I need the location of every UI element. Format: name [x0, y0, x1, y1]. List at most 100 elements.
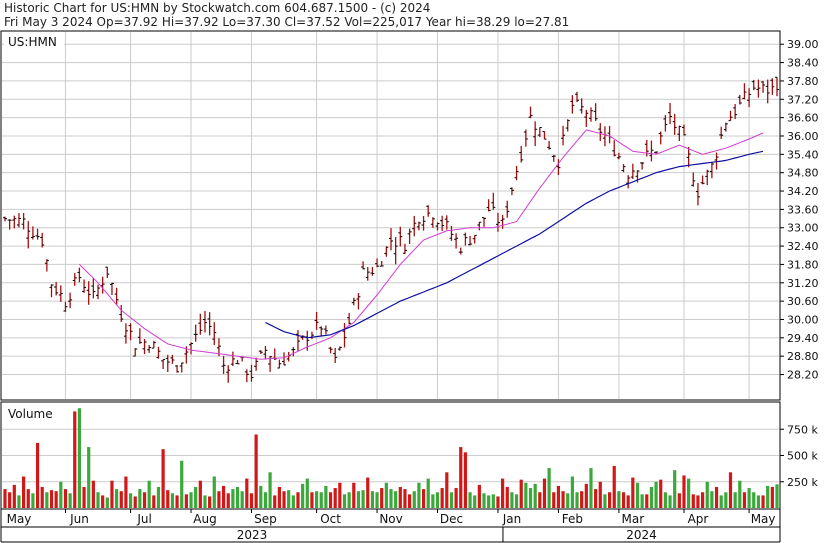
- volume-bar: [259, 485, 263, 508]
- volume-bar: [105, 497, 109, 508]
- volume-bar: [742, 492, 747, 508]
- price-tick-label: 31.80: [787, 258, 819, 271]
- volume-bar: [528, 488, 533, 508]
- volume-bar: [180, 460, 184, 508]
- volume-bar: [421, 489, 426, 508]
- chart-header-quote: Fri May 3 2024 Op=37.92 Hi=37.92 Lo=37.3…: [4, 15, 570, 29]
- volume-bar: [63, 489, 68, 508]
- volume-bar: [380, 488, 384, 508]
- volume-bar: [45, 492, 49, 508]
- volume-bar: [477, 484, 481, 508]
- month-label: Jul: [136, 512, 151, 526]
- volume-bar: [273, 495, 277, 508]
- volume-bar: [645, 494, 649, 508]
- volume-bar: [403, 489, 407, 508]
- volume-bar: [440, 488, 444, 508]
- volume-bar: [510, 492, 514, 508]
- volume-bar: [589, 468, 593, 508]
- price-tick-label: 29.40: [787, 332, 819, 345]
- volume-panel-title: Volume: [8, 407, 53, 421]
- volume-bar: [556, 485, 561, 508]
- volume-bar: [291, 495, 295, 508]
- volume-bar: [226, 493, 230, 508]
- volume-bar: [640, 494, 644, 508]
- month-label: Mar: [622, 512, 645, 526]
- volume-bar: [333, 488, 337, 508]
- volume-bar: [449, 492, 454, 508]
- month-label: Sep: [254, 512, 277, 526]
- volume-bar: [110, 480, 114, 508]
- volume-bar: [366, 477, 370, 508]
- price-tick-label: 28.20: [787, 369, 819, 382]
- volume-bar: [673, 470, 677, 508]
- volume-bar: [254, 434, 258, 508]
- volume-bar: [412, 491, 416, 508]
- volume-bar: [338, 482, 342, 508]
- volume-bar: [245, 478, 249, 508]
- chart-symbol-label: US:HMN: [8, 35, 57, 49]
- volume-tick-label: 500 k: [787, 450, 818, 463]
- price-tick-label: 36.00: [787, 130, 819, 143]
- volume-bar: [231, 489, 235, 508]
- volume-bar: [282, 491, 286, 508]
- month-label: Nov: [379, 512, 402, 526]
- month-label: Apr: [688, 512, 709, 526]
- volume-bar: [147, 480, 151, 508]
- price-panel-frame: [0, 30, 781, 401]
- volume-bar: [314, 491, 319, 508]
- price-tick-label: 37.80: [787, 75, 819, 88]
- volume-bar: [612, 466, 616, 508]
- volume-bar: [375, 492, 379, 508]
- volume-bar: [631, 477, 635, 508]
- volume-bar: [687, 478, 691, 508]
- volume-bar: [142, 492, 147, 508]
- price-tick-label: 34.20: [787, 185, 819, 198]
- volume-tick-label: 250 k: [787, 476, 818, 489]
- volume-bar: [133, 496, 137, 508]
- volume-bar: [575, 492, 579, 508]
- volume-bar: [547, 468, 551, 508]
- volume-bar: [724, 492, 728, 508]
- volume-bar: [54, 491, 58, 508]
- volume-bar: [87, 447, 91, 508]
- volume-bar: [235, 487, 240, 508]
- volume-bar: [454, 488, 458, 508]
- price-tick-label: 28.80: [787, 350, 819, 363]
- volume-bar: [473, 495, 477, 508]
- price-axis: 39.00 38.40 37.80 37.20 36.60 36.00 35.40 34.80…: [780, 38, 819, 382]
- volume-bar: [514, 494, 519, 508]
- volume-bar: [119, 491, 123, 508]
- price-tick-label: 30.60: [787, 295, 819, 308]
- volume-bar: [733, 492, 737, 508]
- volume-bar: [738, 480, 742, 508]
- price-tick-label: 30.00: [787, 313, 819, 326]
- volume-bar: [342, 494, 347, 508]
- volume-bar: [747, 488, 751, 508]
- price-tick-label: 31.20: [787, 277, 819, 290]
- volume-bar: [249, 493, 254, 508]
- volume-bars: [3, 408, 779, 508]
- price-tick-label: 37.20: [787, 93, 819, 106]
- volume-bar: [389, 489, 393, 508]
- volume-bar: [301, 483, 305, 508]
- volume-bar: [682, 475, 686, 508]
- volume-bar: [552, 492, 556, 508]
- volume-bar: [356, 491, 361, 508]
- volume-bar: [370, 491, 374, 508]
- volume-bar: [91, 480, 95, 508]
- volume-bar: [35, 442, 40, 508]
- volume-bar: [463, 452, 468, 508]
- volume-bar: [175, 495, 179, 508]
- volume-bar: [626, 495, 630, 508]
- volume-bar: [603, 494, 607, 508]
- volume-bar: [22, 476, 26, 508]
- volume-bar: [482, 493, 486, 508]
- month-label: Jun: [69, 512, 89, 526]
- price-tick-label: 35.40: [787, 148, 819, 161]
- volume-bar: [496, 496, 500, 508]
- volume-bar: [17, 495, 21, 508]
- volume-bar: [170, 493, 175, 508]
- volume-bar: [12, 484, 16, 508]
- volume-bar: [570, 476, 574, 508]
